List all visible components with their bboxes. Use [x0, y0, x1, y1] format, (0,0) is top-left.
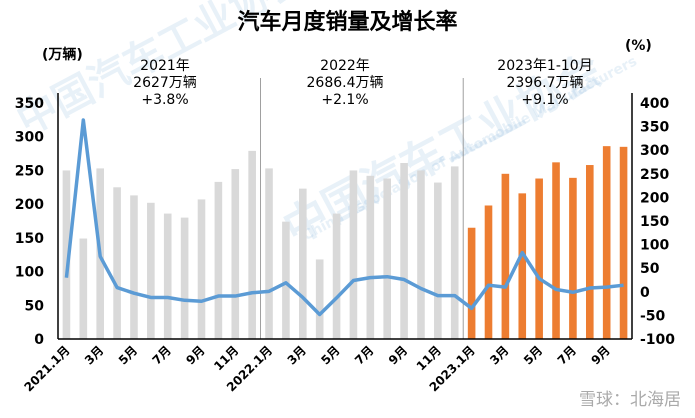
bar-2023.1 — [467, 227, 476, 339]
x-tick-0: 2021.1月 — [21, 343, 72, 394]
bar-2022.5 — [332, 213, 341, 339]
bar-2023.5 — [535, 178, 543, 339]
left-tick-100: 100 — [15, 265, 44, 281]
x-tick-11: 11月 — [414, 343, 444, 373]
bar-2022.12 — [450, 166, 459, 339]
credit-watermark: 雪球：北海居 — [579, 390, 681, 410]
bar-2022.7 — [366, 175, 375, 339]
bar-2021.8 — [180, 217, 189, 339]
right-tick-150: 150 — [640, 214, 669, 230]
bar-2022.3 — [298, 188, 307, 339]
bar-2021.2 — [79, 238, 88, 339]
chart-title: 汽车月度销量及增长率 — [237, 10, 458, 35]
annotation-2023: 2023年1-10月 2396.7万辆 +9.1% — [497, 58, 593, 108]
right-tick-50: 50 — [640, 261, 660, 277]
bar-2021.10 — [214, 181, 223, 339]
bar-2021.1 — [62, 170, 71, 339]
left-tick-200: 200 — [15, 197, 44, 213]
right-tick--100: -100 — [640, 332, 675, 348]
right-tick-0: 0 — [640, 285, 650, 301]
annotation-2021: 2021年 2627万辆 +3.8% — [133, 58, 197, 108]
bar-2022.11 — [434, 182, 442, 339]
left-tick-150: 150 — [15, 231, 44, 247]
bar-2023.8 — [585, 165, 594, 339]
bar-2023.7 — [569, 177, 577, 339]
x-tick-1: 3月 — [82, 343, 106, 367]
x-tick-9: 7月 — [352, 343, 376, 367]
bar-2022.1 — [265, 168, 273, 339]
bar-2021.11 — [231, 169, 240, 339]
right-tick-250: 250 — [640, 167, 669, 183]
left-tick-300: 300 — [15, 130, 44, 146]
bar-2021.12 — [248, 150, 256, 339]
bar-2023.2 — [484, 205, 493, 339]
bar-2023.6 — [552, 162, 560, 339]
bar-2021.5 — [130, 195, 138, 339]
right-tick--50: -50 — [640, 308, 666, 324]
bar-2022.6 — [349, 170, 358, 339]
annotation-2022: 2022年 2686.4万辆 +2.1% — [306, 58, 384, 108]
bar-2021.7 — [163, 213, 172, 339]
right-tick-100: 100 — [640, 238, 669, 254]
right-tick-200: 200 — [640, 190, 669, 206]
bar-2023.4 — [518, 193, 527, 339]
bar-2021.4 — [113, 187, 121, 339]
x-tick-4: 9月 — [183, 343, 207, 367]
bar-2021.9 — [197, 199, 206, 339]
bar-2022.4 — [315, 259, 324, 339]
bar-2023.3 — [501, 173, 510, 339]
bar-2022.10 — [417, 170, 425, 339]
x-tick-8: 5月 — [318, 343, 342, 367]
right-tick-400: 400 — [640, 96, 669, 112]
right-axis-label: (%) — [625, 38, 652, 54]
x-tick-2: 5月 — [116, 343, 140, 367]
x-tick-16: 9月 — [589, 343, 613, 367]
left-tick-50: 50 — [25, 298, 45, 314]
x-tick-14: 5月 — [521, 343, 545, 367]
x-tick-3: 7月 — [150, 343, 174, 367]
x-tick-10: 9月 — [386, 343, 410, 367]
bar-2022.8 — [383, 178, 392, 339]
bar-2021.6 — [147, 202, 155, 339]
left-axis-label: (万辆) — [42, 47, 83, 63]
left-tick-250: 250 — [15, 163, 44, 179]
x-tick-13: 3月 — [487, 343, 511, 367]
left-tick-350: 350 — [15, 96, 44, 112]
right-tick-350: 350 — [640, 120, 669, 136]
x-tick-5: 11月 — [211, 343, 241, 373]
bar-2023.9 — [602, 146, 611, 339]
x-tick-15: 7月 — [555, 343, 579, 367]
bar-2022.2 — [282, 221, 290, 339]
left-tick-0: 0 — [34, 332, 44, 348]
bar-2023.10 — [619, 146, 628, 339]
growth-rate-line — [64, 118, 624, 317]
x-tick-7: 3月 — [285, 343, 309, 367]
bar-2022.9 — [400, 163, 408, 339]
right-tick-300: 300 — [640, 143, 669, 159]
